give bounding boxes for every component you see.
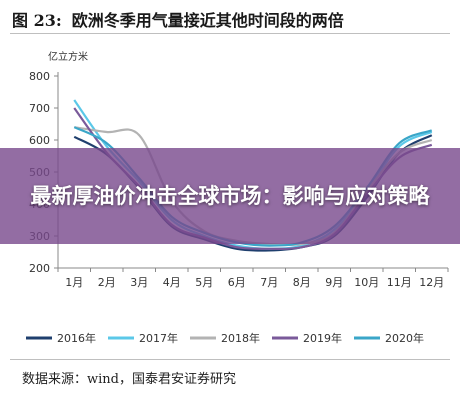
x-axis: 1月 2月 3月 4月 5月 6月 7月 8月 9月 10月 11月 12月: [57, 267, 449, 289]
y-axis-unit-label: 亿立方米: [48, 50, 88, 63]
overlay-banner: 最新厚油价冲击全球市场：影响与应对策略: [0, 148, 460, 244]
x-tick-label: 8月: [293, 276, 311, 289]
figure-title: 欧洲冬季用气量接近其他时间段的两倍: [71, 11, 344, 30]
figure-header: 图 23: 欧洲冬季用气量接近其他时间段的两倍: [12, 6, 448, 32]
x-tick-label: 6月: [228, 276, 246, 289]
x-tick-label: 3月: [130, 276, 148, 289]
y-tick-label: 800: [29, 70, 50, 83]
x-tick-label: 10月: [354, 276, 379, 289]
x-tick-label: 11月: [387, 276, 412, 289]
legend-label: 2018年: [221, 331, 260, 345]
x-tick-label: 12月: [419, 276, 444, 289]
x-tick-label: 7月: [260, 276, 278, 289]
y-tick-label: 600: [29, 134, 50, 147]
header-rule: [10, 33, 450, 34]
y-tick-label: 200: [29, 262, 50, 275]
legend-label: 2016年: [57, 331, 96, 345]
legend-label: 2019年: [303, 331, 342, 345]
x-tick-label: 4月: [163, 276, 181, 289]
figure-number: 图 23:: [12, 11, 62, 30]
x-tick-label: 2月: [98, 276, 116, 289]
x-tick-label: 9月: [325, 276, 343, 289]
legend: 2016年 2017年 2018年 2019年 2020年: [26, 331, 424, 345]
y-tick-label: 700: [29, 102, 50, 115]
legend-label: 2020年: [385, 331, 424, 345]
footer-rule: [10, 359, 450, 360]
source-note: 数据来源：wind，国泰君安证券研究: [22, 372, 236, 387]
x-tick-label: 1月: [65, 276, 83, 289]
legend-label: 2017年: [139, 331, 178, 345]
banner-title: 最新厚油价冲击全球市场：影响与应对策略: [30, 184, 430, 208]
x-tick-label: 5月: [195, 276, 213, 289]
